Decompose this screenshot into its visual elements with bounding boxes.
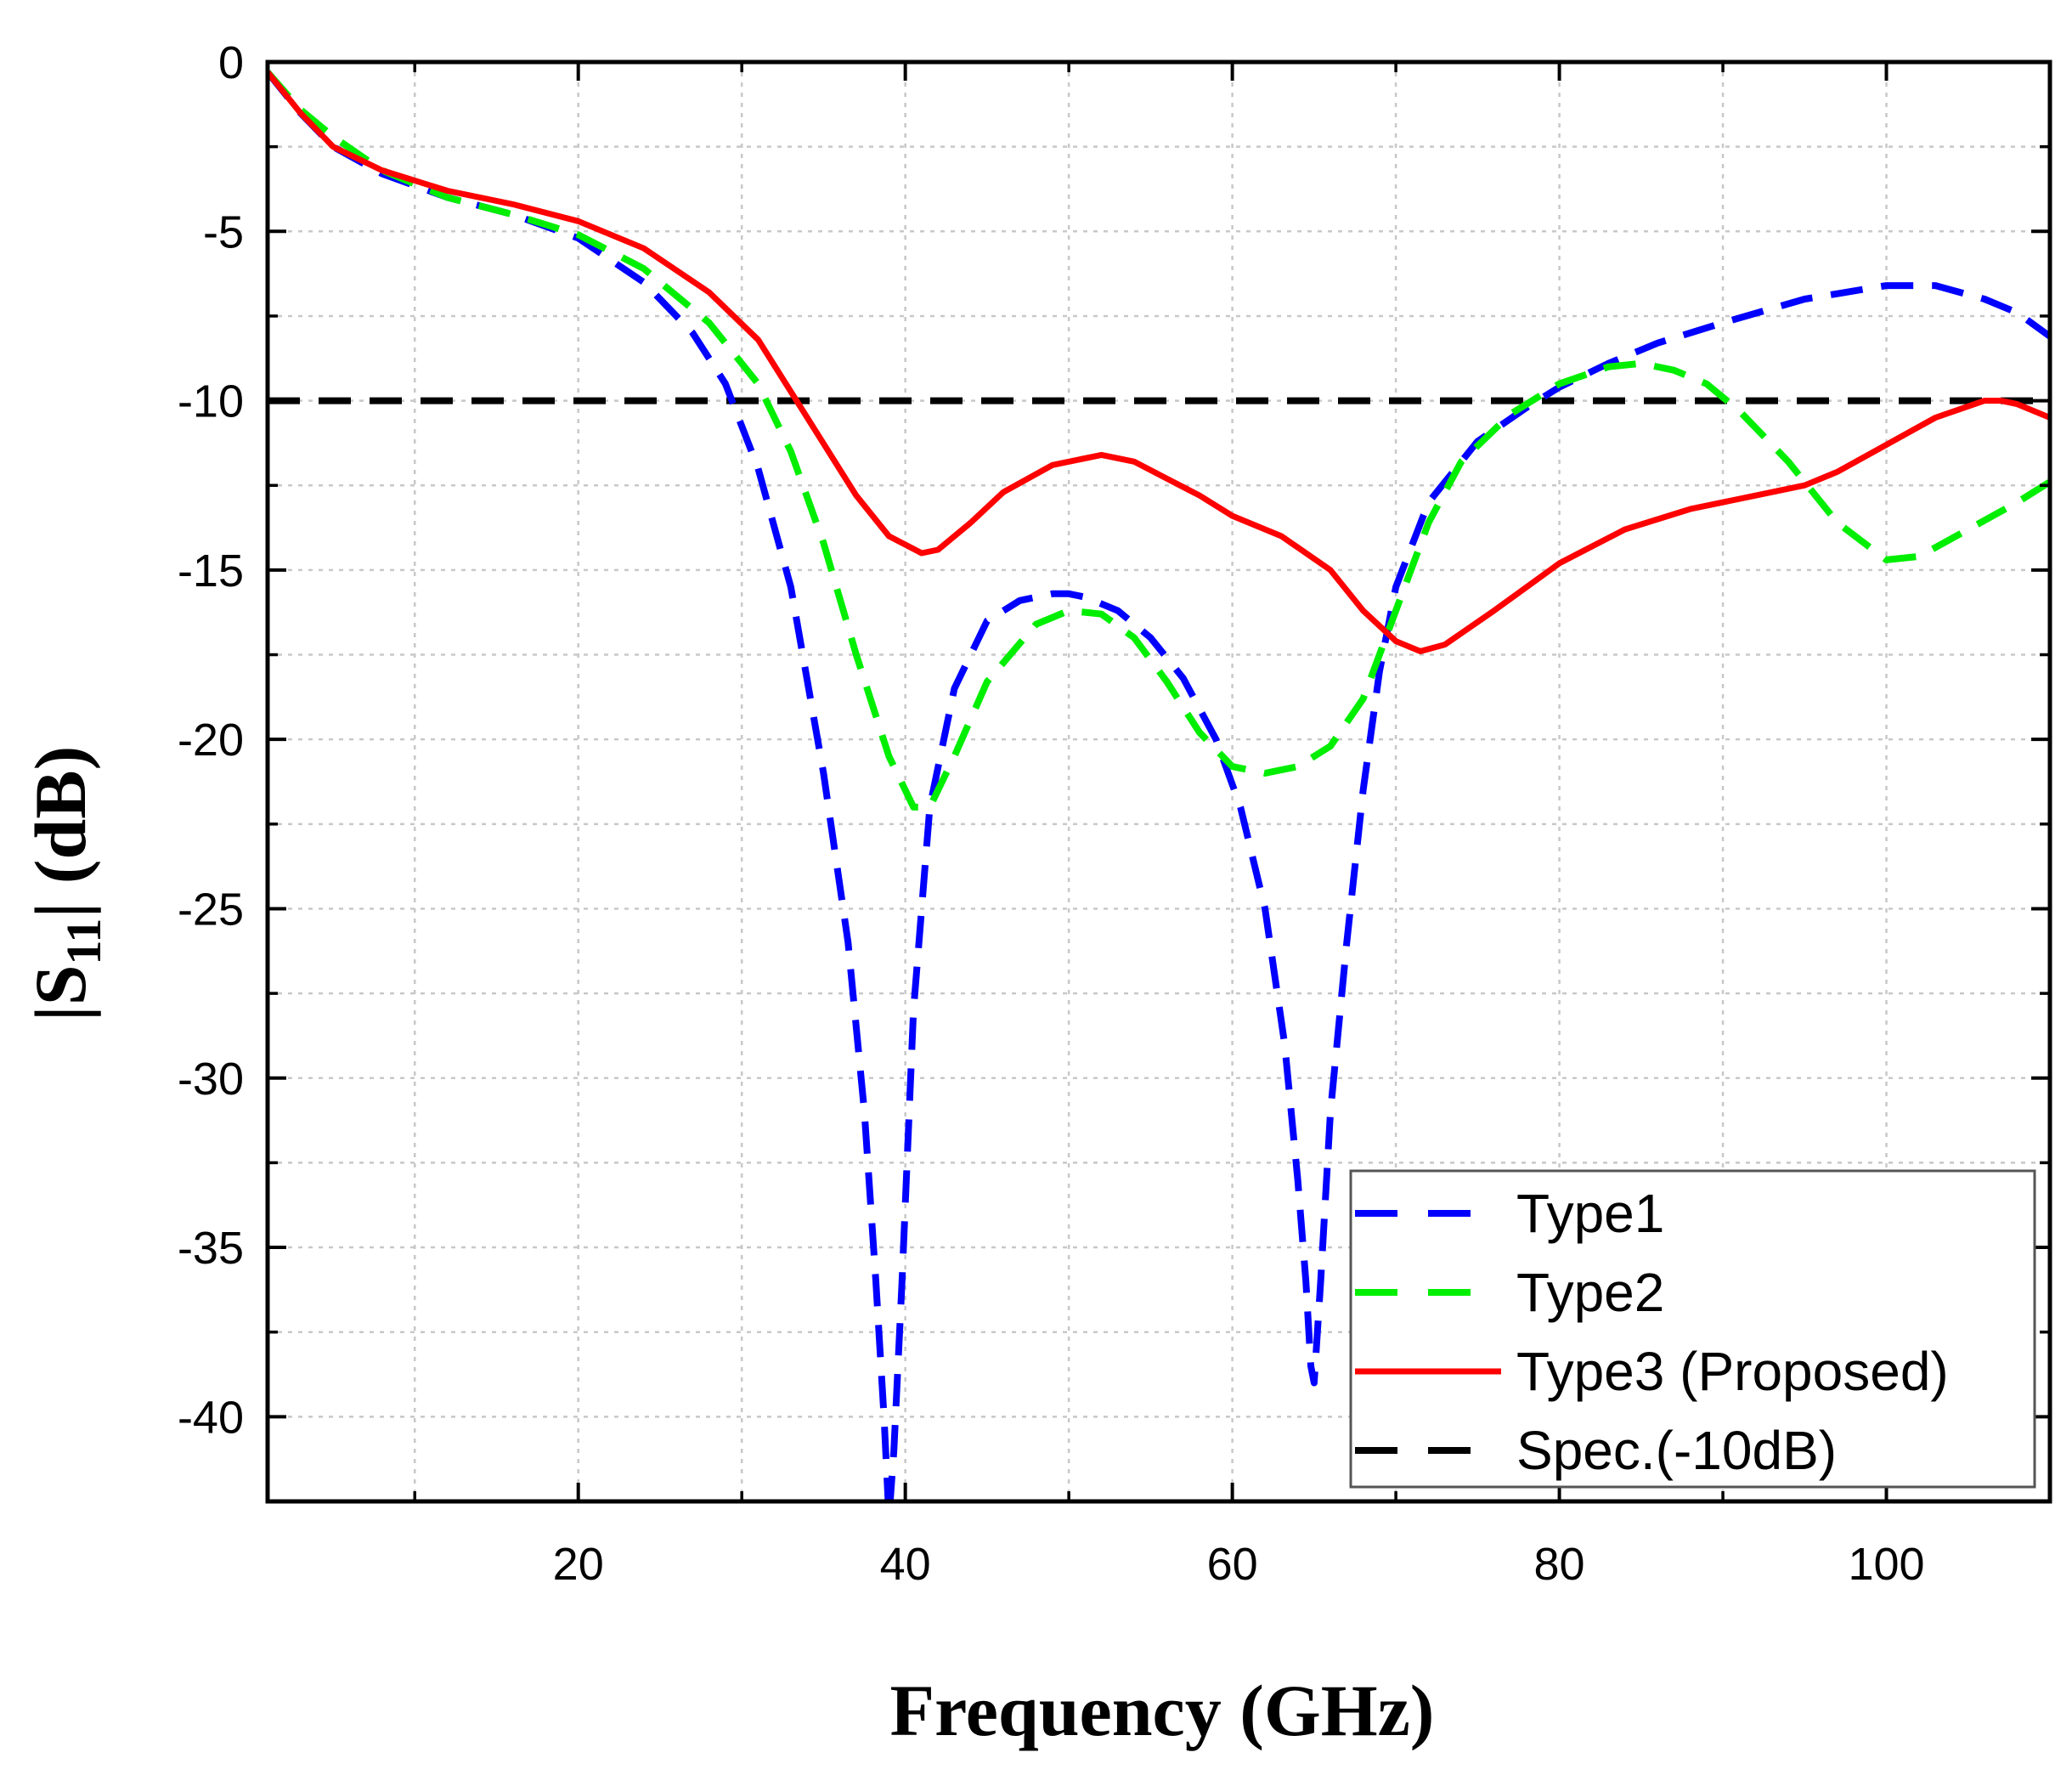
y-tick-label: 0 bbox=[218, 37, 244, 88]
x-tick-label: 80 bbox=[1534, 1539, 1585, 1590]
legend-entries: Type1 Type2 Type3 (Proposed) Spec.(-10dB) bbox=[1355, 1183, 1949, 1481]
y-tick-label: -25 bbox=[178, 884, 244, 935]
ticks: 20 40 60 80 100 0 -5 -10 -15 -20 -25 -30 -35 -40 bbox=[178, 37, 2050, 1590]
y-tick-label: -30 bbox=[178, 1054, 244, 1105]
legend-label-spec-10db: Spec.(-10dB) bbox=[1516, 1420, 1837, 1481]
x-tick-label: 100 bbox=[1848, 1539, 1924, 1590]
y-tick-label: -20 bbox=[178, 715, 244, 766]
x-tick-label: 60 bbox=[1207, 1539, 1258, 1590]
y-axis-title-subscript: 11 bbox=[56, 919, 111, 965]
series-layer bbox=[268, 70, 2050, 1501]
legend-label-type2: Type2 bbox=[1516, 1262, 1664, 1323]
y-tick-label: -40 bbox=[178, 1392, 244, 1443]
y-tick-label: -35 bbox=[178, 1223, 244, 1274]
legend-label-type1: Type1 bbox=[1516, 1183, 1664, 1244]
plot-frame bbox=[265, 59, 2052, 1504]
y-axis-title-prefix: |S bbox=[20, 964, 101, 1021]
legend-box bbox=[1349, 1169, 2036, 1489]
legend-label-type3-proposed: Type3 (Proposed) bbox=[1516, 1341, 1949, 1402]
x-tick-label: 20 bbox=[553, 1539, 604, 1590]
series-line-type3-proposed bbox=[268, 70, 2050, 654]
series-line-type1 bbox=[268, 70, 2050, 1501]
x-axis-title: Frequency (GHz) bbox=[890, 1670, 1435, 1751]
y-axis-title: |S11| (dB) bbox=[20, 746, 111, 1022]
series-line-type2 bbox=[268, 70, 2050, 811]
y-tick-label: -15 bbox=[178, 546, 244, 596]
axes bbox=[265, 59, 2052, 1504]
y-axis-title-suffix: | (dB) bbox=[20, 746, 101, 919]
legend: Type1 Type2 Type3 (Proposed) Spec.(-10dB) bbox=[1349, 1169, 2036, 1489]
x-tick-label: 40 bbox=[880, 1539, 931, 1590]
y-tick-label: -10 bbox=[178, 376, 244, 427]
y-tick-label: -5 bbox=[203, 206, 244, 257]
